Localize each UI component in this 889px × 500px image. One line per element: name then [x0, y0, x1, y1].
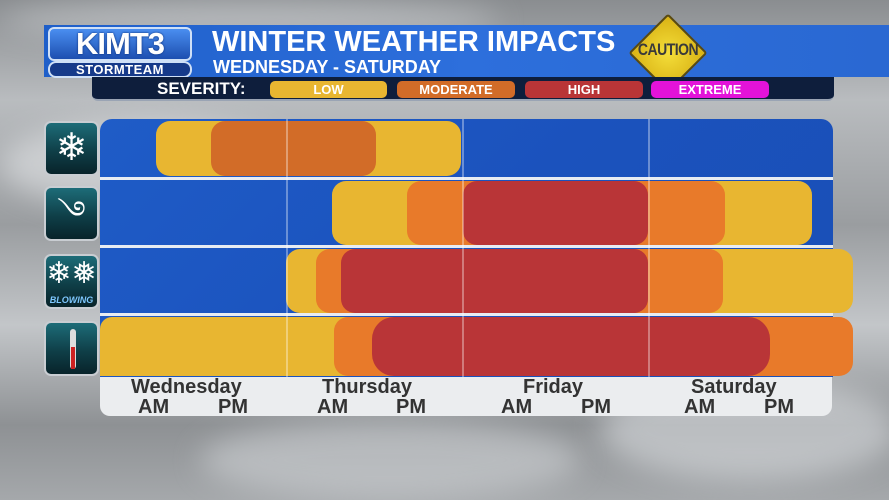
- period-label: PM: [581, 396, 611, 418]
- blowing-high-bar: [341, 249, 648, 313]
- day-label: Friday: [523, 376, 584, 398]
- page-title: WINTER WEATHER IMPACTS: [212, 26, 616, 58]
- day-label: Saturday: [691, 376, 777, 398]
- logo-sub-text: STORMTEAM: [48, 61, 192, 78]
- cold-high-bar: [372, 317, 770, 376]
- period-label: AM: [317, 396, 349, 418]
- snowflake-icon: ❄: [44, 121, 99, 176]
- day-divider: [462, 119, 464, 377]
- period-label: AM: [501, 396, 533, 418]
- legend-low: LOW: [270, 81, 387, 98]
- period-label: PM: [218, 396, 248, 418]
- day-divider: [286, 119, 288, 377]
- row-divider: [100, 245, 833, 248]
- page-subtitle: WEDNESDAY - SATURDAY: [213, 57, 442, 77]
- period-label: PM: [396, 396, 426, 418]
- caution-sign-icon: CAUTION: [628, 13, 708, 93]
- legend-extreme: EXTREME: [651, 81, 769, 98]
- blowing-snow-icon: ❄❅ BLOWING: [44, 254, 99, 309]
- wind-high-bar: [463, 181, 648, 245]
- day-divider: [648, 119, 650, 377]
- legend-high: HIGH: [525, 81, 643, 98]
- wind-icon: ࿓: [44, 186, 99, 241]
- logo-main-text: KIMT3: [48, 27, 192, 61]
- day-label: Thursday: [322, 376, 413, 398]
- row-divider: [100, 313, 833, 316]
- thermometer-cold-icon: [44, 321, 99, 376]
- period-label: PM: [764, 396, 794, 418]
- legend-moderate: MODERATE: [397, 81, 515, 98]
- period-label: AM: [138, 396, 170, 418]
- time-axis: [100, 377, 832, 416]
- period-label: AM: [684, 396, 716, 418]
- station-logo: KIMT3 STORMTEAM: [44, 25, 196, 79]
- snow-moderate-bar: [211, 121, 376, 176]
- day-label: Wednesday: [131, 376, 242, 398]
- row-divider: [100, 177, 833, 180]
- severity-label: SEVERITY:: [157, 79, 246, 98]
